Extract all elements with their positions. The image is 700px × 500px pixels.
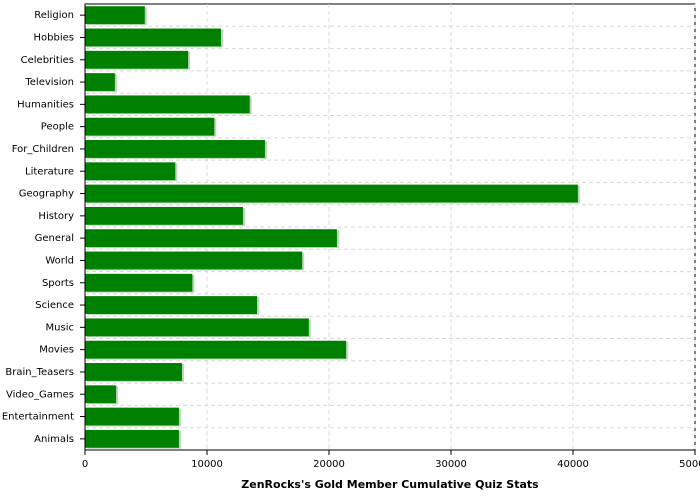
- y-tick-label: Music: [46, 322, 74, 333]
- y-tick-label: Religion: [34, 10, 74, 21]
- y-tick-label: General: [35, 233, 74, 244]
- bar: [85, 117, 215, 136]
- bar: [85, 229, 337, 248]
- bar: [85, 363, 182, 381]
- bar: [85, 206, 243, 225]
- y-tick-label: People: [41, 122, 74, 133]
- y-tick-label: Sports: [42, 278, 74, 289]
- y-tick-label: For_Children: [12, 144, 74, 155]
- y-tick-label: Brain_Teasers: [5, 367, 74, 378]
- bar: [85, 50, 189, 69]
- bar: [85, 95, 250, 114]
- bar: [85, 28, 222, 47]
- bar: [85, 385, 117, 404]
- bar: [85, 296, 258, 314]
- bar: [85, 251, 303, 270]
- y-tick-label: History: [38, 211, 74, 222]
- y-tick-label: Television: [24, 77, 74, 88]
- x-tick-label: 50000: [679, 459, 700, 470]
- y-tick-label: Geography: [19, 189, 74, 200]
- y-tick-label: Movies: [39, 345, 74, 356]
- bar: [85, 340, 347, 359]
- bar: [85, 162, 176, 181]
- x-tick-label: 40000: [557, 459, 589, 470]
- y-tick-label: World: [45, 255, 74, 266]
- bar: [85, 429, 179, 448]
- y-tick-label: Celebrities: [21, 55, 74, 66]
- bar: [85, 407, 179, 426]
- y-tick-label: Humanities: [17, 99, 74, 110]
- bar: [85, 184, 578, 203]
- y-tick-label: Literature: [25, 166, 74, 177]
- y-tick-label: Entertainment: [2, 412, 74, 423]
- bar: [85, 140, 265, 158]
- x-tick-label: 30000: [435, 459, 467, 470]
- y-tick-label: Science: [35, 300, 74, 311]
- y-tick-label: Hobbies: [34, 32, 74, 43]
- y-tick-label: Animals: [34, 434, 74, 445]
- y-tick-label: Video_Games: [6, 389, 74, 400]
- bar: [85, 6, 145, 25]
- bar: [85, 318, 309, 337]
- x-tick-label: 20000: [313, 459, 345, 470]
- x-axis-label: ZenRocks's Gold Member Cumulative Quiz S…: [241, 478, 539, 491]
- bar: [85, 73, 115, 91]
- x-tick-label: 0: [82, 459, 88, 470]
- x-tick-label: 10000: [191, 459, 223, 470]
- bar: [85, 273, 193, 292]
